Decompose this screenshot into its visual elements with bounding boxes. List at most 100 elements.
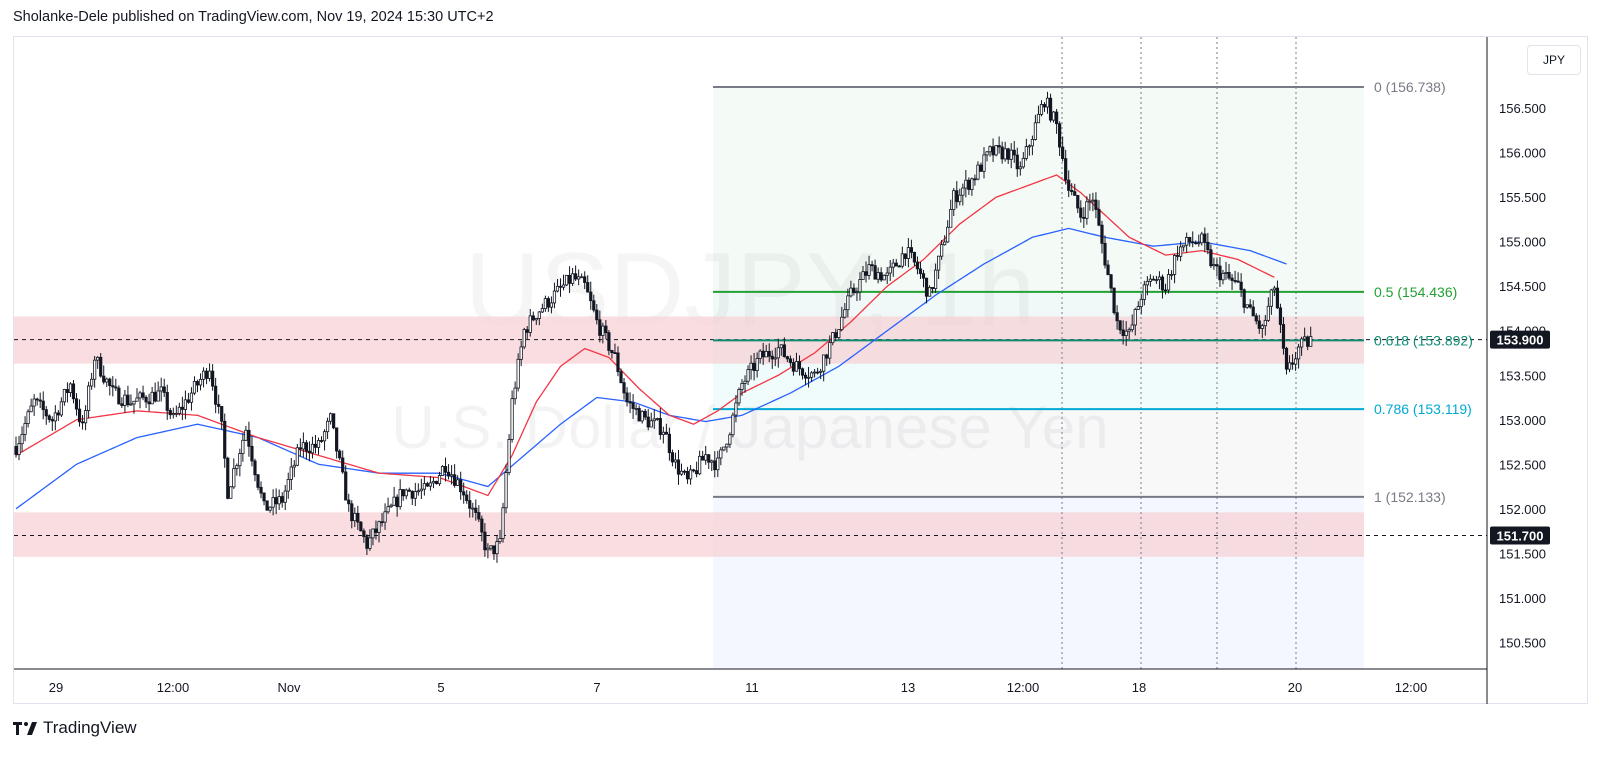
candle-body xyxy=(471,507,475,510)
candle-body xyxy=(1257,320,1261,329)
candle-body xyxy=(943,241,947,246)
y-tick-label: 153.000 xyxy=(1499,413,1546,428)
candle-body xyxy=(979,164,983,172)
candle-body xyxy=(1142,284,1146,300)
y-tick-label: 150.500 xyxy=(1499,635,1546,650)
candle-body xyxy=(1021,157,1025,168)
candle-body xyxy=(828,342,832,359)
candle-body xyxy=(114,386,118,389)
publisher-caption: Sholanke-Dele published on TradingView.c… xyxy=(13,9,494,25)
candle-body xyxy=(540,308,544,313)
candle-body xyxy=(770,355,774,360)
candle-body xyxy=(90,378,94,387)
candle-body xyxy=(250,445,254,462)
candle-body xyxy=(1094,199,1098,210)
candle-body xyxy=(1197,242,1201,245)
candle-body xyxy=(676,459,681,475)
candle-body xyxy=(740,383,744,390)
candle-body xyxy=(952,190,956,210)
candle-body xyxy=(483,531,487,551)
candle-body xyxy=(903,253,907,259)
candle-body xyxy=(135,397,139,402)
candle-body xyxy=(946,226,950,243)
candle-body xyxy=(108,378,112,387)
candle-body xyxy=(785,356,789,360)
candle-body xyxy=(1009,149,1013,160)
candle-body xyxy=(589,291,593,302)
candle-body xyxy=(186,399,191,403)
candle-body xyxy=(14,446,18,455)
candle-body xyxy=(1000,146,1004,160)
candle-body xyxy=(1239,281,1243,291)
candle-body xyxy=(159,386,163,392)
candle-body xyxy=(268,506,272,511)
candle-body xyxy=(628,401,632,404)
candle-body xyxy=(994,145,998,156)
candle-body xyxy=(1260,325,1264,329)
candle-body xyxy=(380,521,384,524)
candle-body xyxy=(1287,362,1292,370)
candle-body xyxy=(144,396,148,403)
candle-body xyxy=(1067,179,1071,191)
candle-body xyxy=(492,545,496,555)
candle-body xyxy=(41,400,45,411)
candle-body xyxy=(416,490,420,493)
candle-body xyxy=(99,356,103,377)
candle-body xyxy=(555,285,560,292)
x-tick-label: 18 xyxy=(1132,680,1146,695)
candle-body xyxy=(1133,309,1137,326)
candle-body xyxy=(1121,329,1125,336)
candle-body xyxy=(1076,195,1080,209)
currency-button[interactable]: JPY xyxy=(1527,45,1581,75)
candle-body xyxy=(1182,244,1186,248)
candle-body xyxy=(77,408,82,423)
candle-body xyxy=(982,154,986,172)
candle-body xyxy=(1070,189,1074,193)
candle-body xyxy=(619,371,623,384)
candle-body xyxy=(1073,191,1077,196)
candle-body xyxy=(652,418,656,422)
candle-body xyxy=(755,358,759,371)
candle-body xyxy=(849,287,853,297)
candle-body xyxy=(1082,216,1086,219)
candle-body xyxy=(937,255,941,271)
candle-body xyxy=(1221,272,1225,281)
candle-body xyxy=(383,511,387,523)
candle-body xyxy=(26,411,30,424)
candle-body xyxy=(728,434,732,445)
candle-body xyxy=(446,471,451,477)
candle-body xyxy=(876,272,880,280)
candle-body xyxy=(1109,274,1113,289)
candle-body xyxy=(1051,111,1056,121)
y-tick-label: 152.000 xyxy=(1499,502,1546,517)
candle-body xyxy=(1091,199,1095,202)
price-label-0: 153.900 xyxy=(1497,333,1544,348)
candle-body xyxy=(852,287,856,293)
candle-body xyxy=(716,457,720,471)
candle-body xyxy=(1233,280,1237,282)
candle-body xyxy=(927,287,932,297)
y-tick-label: 151.000 xyxy=(1499,591,1546,606)
candle-body xyxy=(377,521,381,533)
candle-body xyxy=(634,408,638,410)
candle-body xyxy=(970,178,974,190)
candle-body xyxy=(1154,279,1159,282)
candle-body xyxy=(341,457,345,473)
candle-body xyxy=(126,394,130,406)
candle-body xyxy=(359,521,363,532)
candle-body xyxy=(1151,278,1155,281)
candle-body xyxy=(102,375,106,383)
candle-body xyxy=(1024,146,1028,159)
candle-body xyxy=(38,399,42,402)
candle-body xyxy=(1269,289,1273,307)
candle-body xyxy=(930,287,935,289)
candle-body xyxy=(834,332,838,338)
fib-band-3 xyxy=(713,409,1364,497)
candle-body xyxy=(519,346,523,360)
candle-body xyxy=(1139,299,1143,307)
candle-body xyxy=(162,386,166,393)
x-tick-label: 20 xyxy=(1288,680,1302,695)
candle-body xyxy=(673,459,678,463)
x-tick-label: 12:00 xyxy=(1007,680,1040,695)
